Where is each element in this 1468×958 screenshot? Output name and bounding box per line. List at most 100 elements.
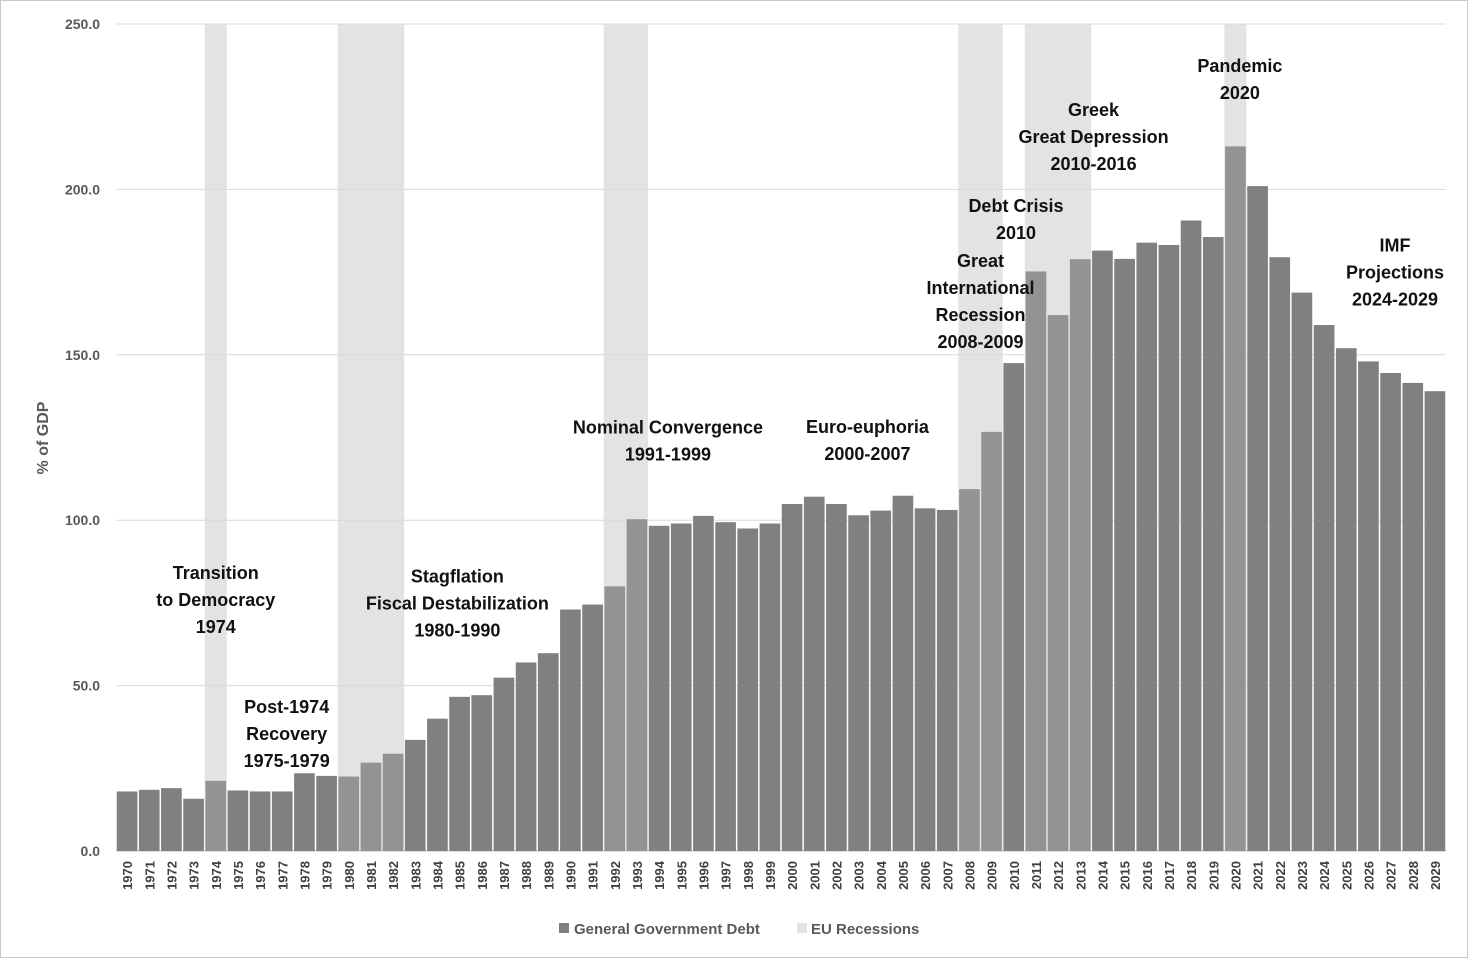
x-tick-label: 2018 (1184, 861, 1199, 890)
bar-2026 (1358, 361, 1379, 851)
x-tick-label: 1972 (164, 861, 179, 890)
bar-2017 (1158, 244, 1180, 852)
bar-2011 (1025, 271, 1047, 852)
bar-2004 (870, 510, 892, 851)
x-tick-label: 2015 (1118, 861, 1133, 890)
bar-1982 (382, 753, 404, 851)
x-tick-label: 2011 (1029, 861, 1044, 889)
annotation-line: Pandemic (1197, 56, 1282, 76)
x-tick-label: 2006 (918, 861, 933, 890)
bar-1970 (116, 791, 138, 851)
annotation-line: 2010 (996, 223, 1036, 243)
bar-2005 (892, 495, 914, 851)
bar-2010 (1003, 363, 1025, 851)
bar-2023 (1291, 292, 1313, 851)
bar-1975 (227, 790, 249, 851)
bar-2006 (914, 508, 936, 851)
bar-2016 (1136, 242, 1158, 851)
x-tick-label: 2009 (985, 861, 1000, 890)
annotation-7: Greek Great Depression 2010-2016 (1019, 100, 1169, 174)
legend: General Government Debt EU Recessions (559, 921, 919, 938)
bar-1987 (493, 677, 515, 851)
x-tick-label: 1992 (608, 861, 623, 890)
annotation-3: Nominal Convergence 1991-1999 (573, 418, 763, 465)
x-tick-label: 1980 (342, 861, 357, 890)
x-tick-label: 1975 (231, 861, 246, 890)
annotation-line: Transition (173, 563, 259, 583)
annotation-line: Fiscal Destabilization (366, 593, 549, 613)
legend-label-debt: General Government Debt (574, 921, 760, 938)
x-tick-label: 2003 (852, 861, 867, 890)
annotation-line: IMF (1380, 236, 1411, 256)
bar-1979 (316, 775, 337, 851)
bar-1997 (715, 522, 736, 851)
x-tick-label: 1973 (187, 861, 202, 890)
annotation-line: 2008-2009 (937, 332, 1023, 352)
x-tick-label: 1994 (652, 860, 667, 890)
x-tick-label: 1971 (142, 861, 157, 890)
bar-2021 (1247, 186, 1268, 852)
x-tick-label: 1981 (364, 861, 379, 890)
x-tick-label: 1985 (453, 861, 468, 890)
x-tick-label: 2008 (962, 861, 977, 890)
annotation-line: 2020 (1220, 83, 1260, 103)
x-tick-label: 2007 (940, 861, 955, 890)
annotation-line: 1980-1990 (414, 620, 500, 640)
y-axis-title: % of GDP (35, 401, 52, 474)
bar-1972 (161, 788, 182, 851)
x-tick-label: 1977 (275, 861, 290, 890)
annotation-1: Post-1974 Recovery 1975-1979 (244, 697, 330, 771)
bar-2015 (1114, 258, 1135, 851)
x-tick-label: 2001 (807, 861, 822, 890)
annotation-5: Great International Recession 2008-2009 (926, 251, 1034, 352)
x-tick-label: 2024 (1317, 860, 1332, 890)
x-tick-label: 1990 (563, 861, 578, 890)
bar-1980 (338, 776, 360, 851)
bar-1976 (249, 791, 271, 851)
bar-1985 (449, 696, 470, 851)
bar-1990 (560, 609, 581, 851)
bar-1981 (360, 762, 382, 851)
x-tick-label: 2029 (1428, 861, 1443, 890)
annotation-line: International (926, 278, 1034, 298)
bar-1974 (205, 780, 227, 851)
annotation-line: Projections (1346, 263, 1444, 283)
x-tick-label: 1998 (741, 861, 756, 890)
bar-1998 (737, 528, 759, 851)
x-tick-label: 1996 (696, 861, 711, 890)
annotation-line: Post-1974 (244, 697, 329, 717)
x-tick-label: 1987 (497, 861, 512, 890)
legend-swatch-debt (559, 923, 569, 933)
bar-1996 (693, 515, 714, 851)
annotation-8: Pandemic 2020 (1197, 56, 1282, 103)
gridlines (116, 23, 1446, 852)
x-tick-label: 2004 (874, 860, 889, 890)
bar-1977 (271, 791, 293, 851)
recession-band-1980-1982 (337, 24, 405, 851)
annotation-line: 2010-2016 (1051, 154, 1137, 174)
x-tick-label: 1997 (719, 861, 734, 890)
bar-1989 (537, 653, 559, 851)
bar-1973 (183, 798, 204, 851)
annotation-line: 2024-2029 (1352, 290, 1438, 310)
annotation-4: Euro-euphoria 2000-2007 (806, 417, 930, 464)
bar-1995 (670, 523, 692, 851)
x-tick-label: 1978 (297, 861, 312, 890)
y-tick-label: 250.0 (65, 16, 100, 32)
annotation-line: to Democracy (156, 590, 275, 610)
annotation-line: Debt Crisis (968, 196, 1063, 216)
bar-2022 (1269, 257, 1291, 851)
bar-2029 (1424, 391, 1446, 851)
annotation-line: Greek (1068, 100, 1120, 120)
bar-2002 (826, 503, 847, 851)
x-tick-label: 1989 (541, 861, 556, 890)
bar-2018 (1180, 220, 1202, 852)
x-tick-label: 2025 (1339, 861, 1354, 890)
x-tick-label: 2017 (1162, 861, 1177, 890)
bar-1983 (404, 739, 426, 851)
annotation-line: Stagflation (411, 566, 504, 586)
annotation-line: Nominal Convergence (573, 418, 763, 438)
x-tick-label: 1993 (630, 861, 645, 890)
